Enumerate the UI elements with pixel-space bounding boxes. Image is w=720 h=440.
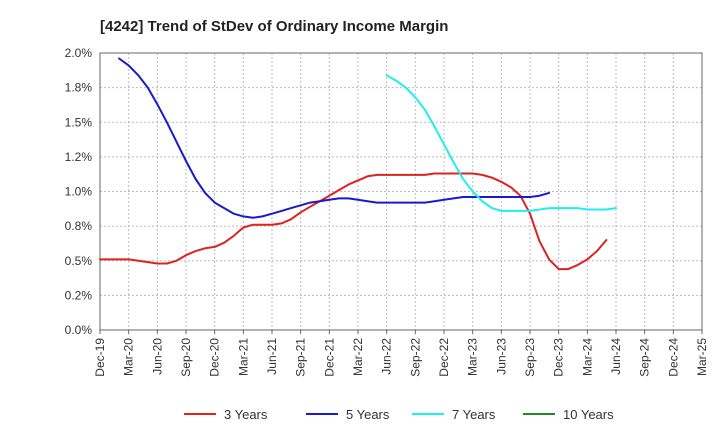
x-tick-label: Mar-23 [466, 338, 480, 376]
y-tick-label: 0.0% [65, 323, 93, 337]
x-tick-label: Mar-21 [236, 338, 250, 376]
x-tick-label: Mar-22 [351, 338, 365, 376]
x-tick-label: Sep-24 [638, 338, 652, 377]
x-tick-label: Jun-22 [380, 338, 394, 375]
legend-label-3: 10 Years [563, 407, 614, 422]
legend-label-2: 7 Years [452, 407, 496, 422]
y-tick-label: 1.8% [65, 81, 93, 95]
plot-frame [99, 52, 703, 331]
x-tick-label: Dec-21 [322, 338, 336, 377]
legend: 3 Years 5 Years 7 Years 10 Years [184, 407, 614, 422]
y-tick-label: 0.8% [65, 219, 93, 233]
x-tick-label: Mar-24 [580, 338, 594, 376]
x-tick-label: Dec-23 [552, 338, 566, 377]
x-tick-label: Dec-20 [208, 338, 222, 377]
y-tick-label: 1.5% [65, 115, 93, 129]
x-axis-ticks: Dec-19 Mar-20 Jun-20 Sep-20 Dec-20 Mar-21 Jun-… [93, 330, 709, 377]
y-tick-label: 1.0% [65, 185, 93, 199]
legend-label-0: 3 Years [224, 407, 268, 422]
x-tick-label: Sep-20 [179, 338, 193, 377]
x-tick-label: Sep-22 [408, 338, 422, 377]
x-tick-label: Sep-23 [523, 338, 537, 377]
x-tick-label: Mar-20 [122, 338, 136, 376]
y-tick-label: 2.0% [65, 46, 93, 60]
y-tick-label: 0.5% [65, 254, 93, 268]
chart-title: [4242] Trend of StDev of Ordinary Income… [100, 18, 448, 35]
x-tick-label: Dec-22 [437, 338, 451, 377]
x-tick-label: Sep-21 [294, 338, 308, 377]
series-group [99, 57, 617, 271]
x-tick-label: Jun-21 [265, 338, 279, 375]
x-tick-label: Jun-23 [494, 338, 508, 375]
y-axis-ticks: 0.0% 0.2% 0.5% 0.8% 1.0% 1.2% 1.5% 1.8% 2.0% [65, 46, 93, 337]
y-tick-label: 1.2% [65, 150, 93, 164]
grid-lines [99, 52, 703, 331]
x-tick-label: Jun-24 [609, 338, 623, 375]
x-tick-label: Jun-20 [150, 338, 164, 375]
series-line-0 [99, 172, 608, 271]
y-tick-label: 0.2% [65, 288, 93, 302]
x-tick-label: Mar-25 [695, 338, 709, 376]
x-tick-label: Dec-24 [666, 338, 680, 377]
series-line-2 [385, 74, 617, 212]
axes [99, 52, 703, 331]
legend-label-1: 5 Years [346, 407, 390, 422]
x-tick-label: Dec-19 [93, 338, 107, 377]
